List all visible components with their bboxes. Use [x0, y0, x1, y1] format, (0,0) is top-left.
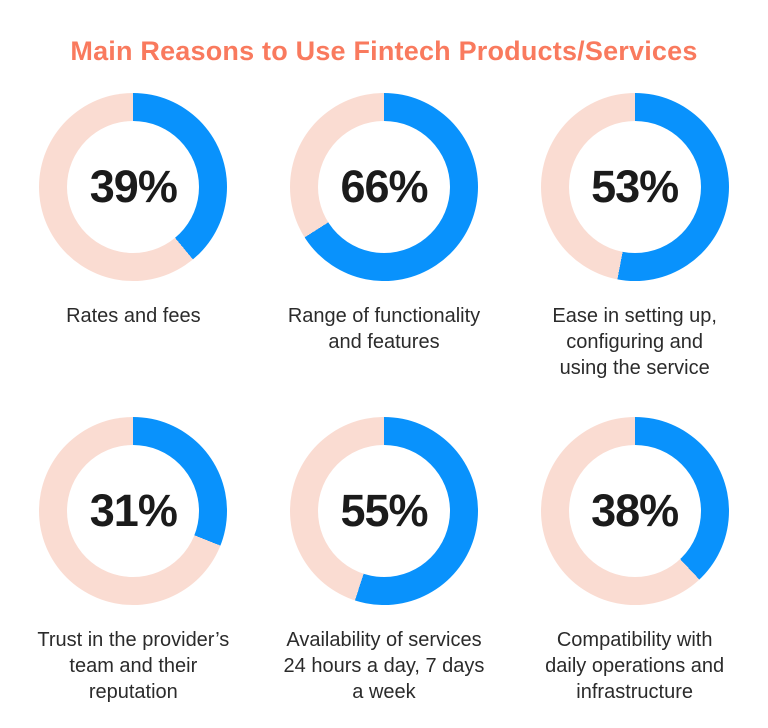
donut-hole: 53% — [568, 121, 701, 253]
donut-availability: 55% — [289, 417, 478, 605]
donut-label: Rates and fees — [66, 305, 201, 327]
donut-value: 55% — [340, 485, 428, 536]
donut-label: Availability of services 24 hours a day,… — [283, 629, 485, 703]
donut-value: 53% — [591, 161, 679, 212]
donut-rates-and-fees: 39% — [39, 93, 228, 281]
donut-compatibility: 38% — [540, 417, 729, 605]
donut-label: Trust in the provider’s team and their r… — [37, 629, 230, 703]
donut-value: 31% — [89, 485, 178, 536]
donut-hole: 31% — [67, 445, 200, 577]
donut-grid: 39% Rates and fees 66% Range of function… — [0, 93, 768, 705]
donut-label: Compatibility with daily operations and … — [545, 629, 725, 703]
chart-cell: 55% Availability of services 24 hours a … — [259, 417, 510, 705]
donut-value: 39% — [89, 161, 178, 212]
donut-label: Ease in setting up, configuring and usin… — [552, 305, 717, 379]
donut-functionality: 66% — [289, 93, 478, 281]
donut-label: Range of functionality and features — [287, 305, 481, 353]
chart-cell: 53% Ease in setting up, configuring and … — [509, 93, 760, 381]
chart-cell: 38% Compatibility with daily operations … — [509, 417, 760, 705]
donut-ease-of-setup: 53% — [540, 93, 729, 281]
chart-cell: 31% Trust in the provider’s team and the… — [8, 417, 259, 705]
donut-hole: 38% — [568, 445, 701, 577]
donut-trust: 31% — [39, 417, 228, 605]
donut-hole: 39% — [67, 121, 200, 253]
page-title: Main Reasons to Use Fintech Products/Ser… — [70, 36, 698, 66]
donut-hole: 55% — [317, 445, 450, 577]
donut-hole: 66% — [317, 121, 450, 253]
chart-cell: 66% Range of functionality and features — [259, 93, 510, 381]
donut-value: 66% — [340, 161, 428, 212]
donut-value: 38% — [591, 485, 679, 536]
chart-cell: 39% Rates and fees — [8, 93, 259, 381]
